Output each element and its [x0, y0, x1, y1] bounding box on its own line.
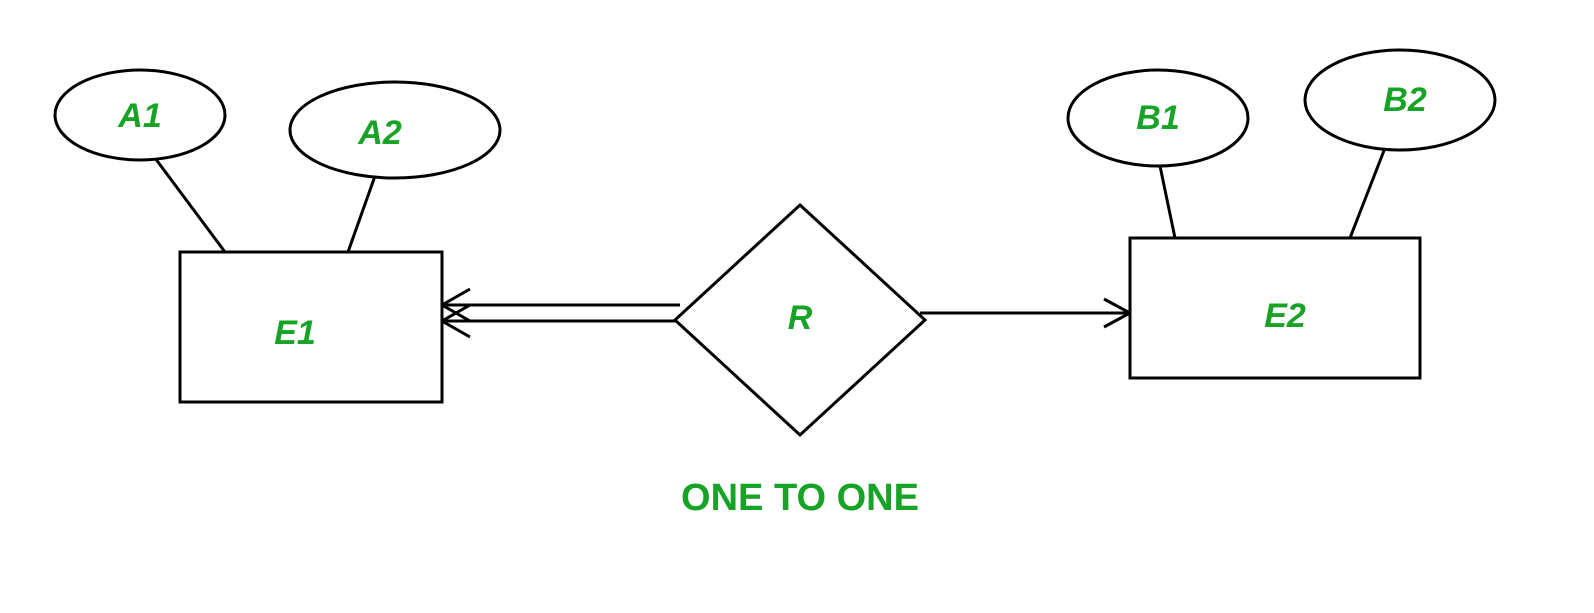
- relationship-label: R: [788, 299, 813, 337]
- diagram-caption: ONE TO ONE: [681, 477, 919, 519]
- attribute-label-A2: A2: [357, 114, 402, 152]
- entity-label-E1: E1: [274, 314, 316, 352]
- er-diagram: E1 E2 R A1 A2 B1 B2 ONE TO ONE: [0, 0, 1594, 613]
- attribute-label-B2: B2: [1383, 81, 1427, 119]
- attribute-label-B1: B1: [1136, 99, 1179, 137]
- attribute-label-A1: A1: [117, 97, 161, 135]
- entity-label-E2: E2: [1264, 297, 1306, 335]
